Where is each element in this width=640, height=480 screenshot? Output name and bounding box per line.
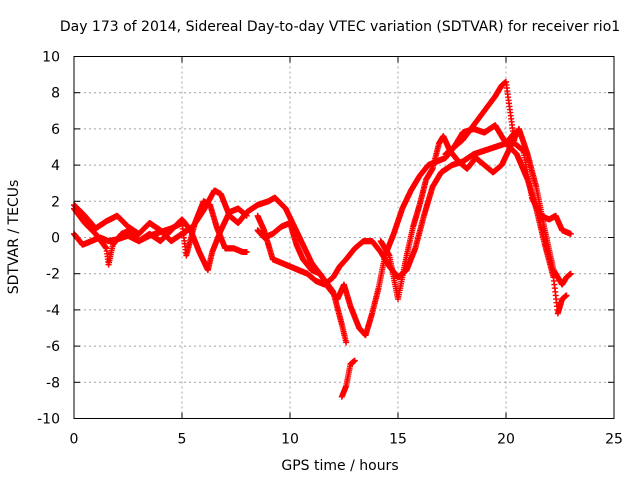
series-track-3 <box>71 198 250 259</box>
plot-frame <box>73 56 615 419</box>
y-tick-label: -8 <box>46 375 60 391</box>
data-point <box>351 357 358 364</box>
data-point <box>563 292 570 299</box>
x-tick-label: 25 <box>605 432 623 448</box>
y-tick-label: -4 <box>46 303 60 319</box>
data-point <box>243 248 250 255</box>
data-point <box>567 230 574 237</box>
chart-title: Day 173 of 2014, Sidereal Day-to-day VTE… <box>60 19 620 35</box>
y-tick-label: -10 <box>37 412 60 428</box>
y-tick-label: 6 <box>51 122 60 138</box>
ticks-layer: 0 5 10 15 20 25 -10 -8 -6 -4 -2 0 2 4 6 8 10 <box>37 50 623 448</box>
x-tick-label: 20 <box>497 432 515 448</box>
y-tick-label: -6 <box>46 339 60 355</box>
x-axis-label: GPS time / hours <box>281 458 398 474</box>
y-tick-label: 8 <box>51 86 60 102</box>
x-tick-label: 5 <box>178 432 187 448</box>
series-track-6 <box>377 125 574 303</box>
data-point <box>343 339 350 346</box>
y-tick-label: 10 <box>42 50 60 66</box>
y-axis-label: SDTVAR / TECUs <box>6 180 22 295</box>
x-tick-label: 0 <box>70 432 79 448</box>
x-tick-label: 15 <box>389 432 407 448</box>
y-tick-label: 2 <box>51 194 60 210</box>
series-track-7 <box>442 78 574 237</box>
y-tick-label: -2 <box>46 267 60 283</box>
data-point <box>243 212 250 219</box>
data-point <box>567 270 574 277</box>
y-tick-label: 4 <box>51 158 60 174</box>
x-tick-label: 10 <box>281 432 299 448</box>
points-layer <box>71 78 574 400</box>
y-tick-label: 0 <box>51 231 60 247</box>
series-track-8 <box>338 357 358 400</box>
